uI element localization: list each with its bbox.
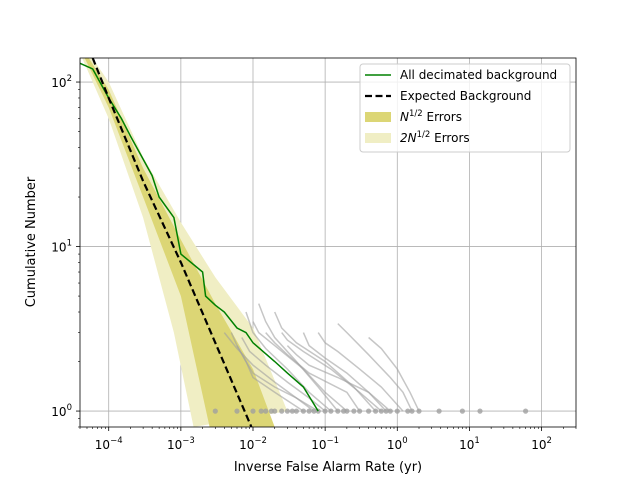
trial-point-17: [335, 408, 341, 414]
error-bands: [82, 58, 288, 427]
legend-label-1: Expected Background: [400, 89, 531, 103]
trial-point-3: [258, 408, 264, 414]
trial-point-6: [272, 408, 278, 414]
trial-point-11: [300, 408, 306, 414]
legend-label-0: All decimated background: [400, 68, 557, 82]
trial-point-13: [311, 408, 317, 414]
legend-label-3: 2N1/2 Errors: [400, 130, 470, 145]
trial-point-29: [409, 408, 415, 414]
trial-point-9: [289, 408, 295, 414]
trial-point-23: [373, 408, 379, 414]
y-tick-label-1: 101: [51, 239, 72, 255]
trial-point-22: [366, 408, 372, 414]
decimated-trials: [223, 303, 420, 412]
trial-point-20: [351, 408, 357, 414]
expected-background-line: [91, 58, 253, 427]
trial-point-34: [523, 408, 529, 414]
x-tick-label-5: 101: [459, 436, 480, 452]
trial-point-33: [477, 408, 483, 414]
decimated-trial-line-10: [317, 332, 404, 412]
trial-point-1: [234, 408, 240, 414]
trial-point-27: [394, 408, 400, 414]
trial-point-8: [284, 408, 290, 414]
decimated-trial-line-7: [281, 332, 382, 412]
decimated-trial-line-13: [223, 332, 315, 412]
decimated-trial-line-9: [302, 332, 387, 412]
trial-point-32: [459, 408, 465, 414]
plot-frame: [79, 57, 577, 428]
band-n-errors: [84, 58, 275, 427]
decimated-trial-line-2: [245, 311, 332, 412]
x-tick-label-3: 10−1: [311, 436, 339, 452]
x-tick-label-6: 102: [531, 436, 552, 452]
x-tick-label-0: 10−4: [95, 436, 123, 452]
trial-point-21: [357, 408, 363, 414]
trial-point-12: [306, 408, 312, 414]
decimated-trial-line-12: [368, 336, 420, 412]
decimated-trial-line-4: [252, 321, 348, 412]
trial-point-10: [293, 408, 299, 414]
decimated-trial-line-11: [337, 323, 413, 412]
trial-point-30: [416, 408, 422, 414]
legend-label-2: N1/2 Errors: [400, 109, 462, 124]
legend-swatch-3: [365, 133, 391, 143]
x-tick-label-2: 10−2: [239, 436, 267, 452]
y-axis-ticks: 100 101 102: [51, 74, 80, 428]
trial-point-2: [250, 408, 256, 414]
all-decimated-line: [80, 62, 319, 412]
y-axis-label: Cumulative Number: [24, 176, 39, 307]
trial-point-16: [328, 408, 334, 414]
legend-swatch-2: [365, 112, 391, 122]
trial-point-24: [378, 408, 384, 414]
trial-point-28: [405, 408, 411, 414]
decimated-trial-line-3: [258, 303, 339, 412]
y-tick-label-0: 100: [51, 403, 72, 419]
single-trial-points: [212, 408, 529, 414]
x-tick-label-1: 10−3: [167, 436, 195, 452]
decimated-trial-line-5: [265, 332, 361, 412]
x-tick-label-4: 100: [387, 436, 408, 452]
x-axis-label: Inverse False Alarm Rate (yr): [234, 460, 422, 475]
trial-point-4: [263, 408, 269, 414]
y-tick-label-2: 102: [51, 74, 72, 90]
x-axis-ticks: 10−4 10−3 10−2 10−1 100 101 102: [79, 427, 577, 452]
trial-point-19: [344, 408, 350, 414]
trial-point-15: [322, 408, 328, 414]
decimated-trial-line-1: [230, 332, 304, 412]
trial-point-26: [387, 408, 393, 414]
trial-point-7: [279, 408, 285, 414]
main-lines: [80, 58, 319, 427]
legend-box: [359, 63, 571, 153]
legend: All decimated background Expected Backgro…: [359, 63, 571, 153]
trial-point-31: [436, 408, 442, 414]
trial-point-0: [212, 408, 218, 414]
trial-point-25: [383, 408, 389, 414]
